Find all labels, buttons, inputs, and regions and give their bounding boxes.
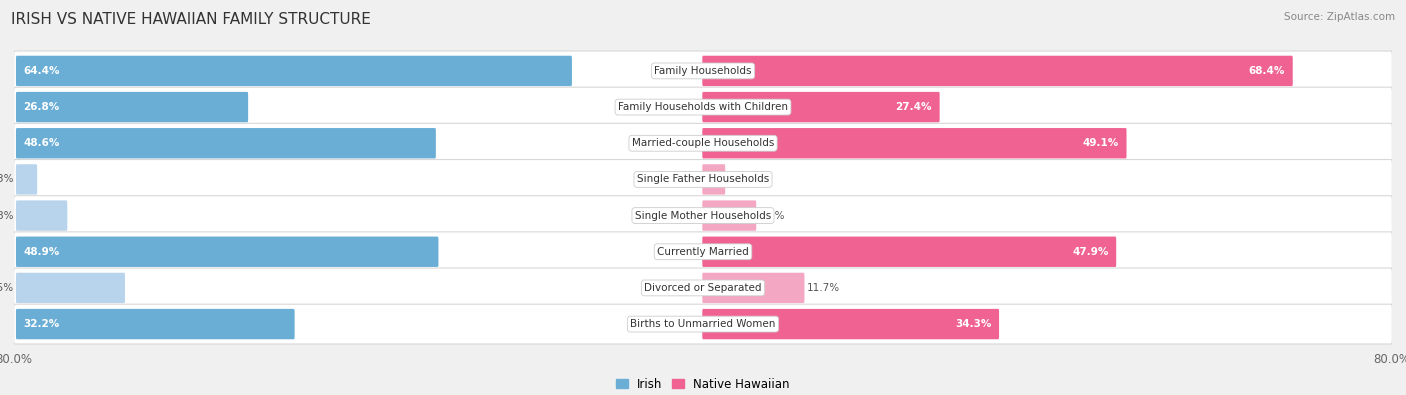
- FancyBboxPatch shape: [15, 309, 295, 339]
- FancyBboxPatch shape: [14, 304, 1392, 344]
- FancyBboxPatch shape: [703, 164, 725, 195]
- Text: 48.9%: 48.9%: [24, 247, 60, 257]
- Text: Single Mother Households: Single Mother Households: [636, 211, 770, 220]
- FancyBboxPatch shape: [14, 268, 1392, 308]
- FancyBboxPatch shape: [14, 87, 1392, 127]
- Text: 5.8%: 5.8%: [0, 211, 14, 220]
- Text: IRISH VS NATIVE HAWAIIAN FAMILY STRUCTURE: IRISH VS NATIVE HAWAIIAN FAMILY STRUCTUR…: [11, 12, 371, 27]
- FancyBboxPatch shape: [15, 128, 436, 158]
- FancyBboxPatch shape: [14, 232, 1392, 272]
- Text: 49.1%: 49.1%: [1083, 138, 1119, 148]
- Text: 2.5%: 2.5%: [727, 175, 754, 184]
- FancyBboxPatch shape: [703, 128, 1126, 158]
- FancyBboxPatch shape: [14, 123, 1392, 163]
- Text: 48.6%: 48.6%: [24, 138, 60, 148]
- FancyBboxPatch shape: [703, 237, 1116, 267]
- FancyBboxPatch shape: [14, 51, 1392, 91]
- FancyBboxPatch shape: [14, 196, 1392, 235]
- Text: Family Households: Family Households: [654, 66, 752, 76]
- Text: 11.7%: 11.7%: [807, 283, 839, 293]
- FancyBboxPatch shape: [15, 92, 247, 122]
- FancyBboxPatch shape: [14, 160, 1392, 199]
- Text: 32.2%: 32.2%: [24, 319, 60, 329]
- FancyBboxPatch shape: [15, 56, 572, 86]
- Text: Single Father Households: Single Father Households: [637, 175, 769, 184]
- Text: 27.4%: 27.4%: [896, 102, 932, 112]
- FancyBboxPatch shape: [703, 273, 804, 303]
- Text: Married-couple Households: Married-couple Households: [631, 138, 775, 148]
- FancyBboxPatch shape: [703, 56, 1292, 86]
- Text: 12.5%: 12.5%: [0, 283, 14, 293]
- Text: 47.9%: 47.9%: [1073, 247, 1108, 257]
- Text: 26.8%: 26.8%: [24, 102, 60, 112]
- FancyBboxPatch shape: [15, 273, 125, 303]
- Text: 68.4%: 68.4%: [1249, 66, 1285, 76]
- FancyBboxPatch shape: [703, 92, 939, 122]
- Text: Divorced or Separated: Divorced or Separated: [644, 283, 762, 293]
- FancyBboxPatch shape: [703, 200, 756, 231]
- Legend: Irish, Native Hawaiian: Irish, Native Hawaiian: [612, 373, 794, 395]
- Text: 2.3%: 2.3%: [0, 175, 14, 184]
- Text: Source: ZipAtlas.com: Source: ZipAtlas.com: [1284, 12, 1395, 22]
- Text: Births to Unmarried Women: Births to Unmarried Women: [630, 319, 776, 329]
- Text: 34.3%: 34.3%: [955, 319, 991, 329]
- Text: Currently Married: Currently Married: [657, 247, 749, 257]
- FancyBboxPatch shape: [703, 309, 1000, 339]
- FancyBboxPatch shape: [15, 200, 67, 231]
- FancyBboxPatch shape: [15, 164, 37, 195]
- FancyBboxPatch shape: [15, 237, 439, 267]
- Text: Family Households with Children: Family Households with Children: [619, 102, 787, 112]
- Text: 6.1%: 6.1%: [758, 211, 785, 220]
- Text: 64.4%: 64.4%: [24, 66, 60, 76]
